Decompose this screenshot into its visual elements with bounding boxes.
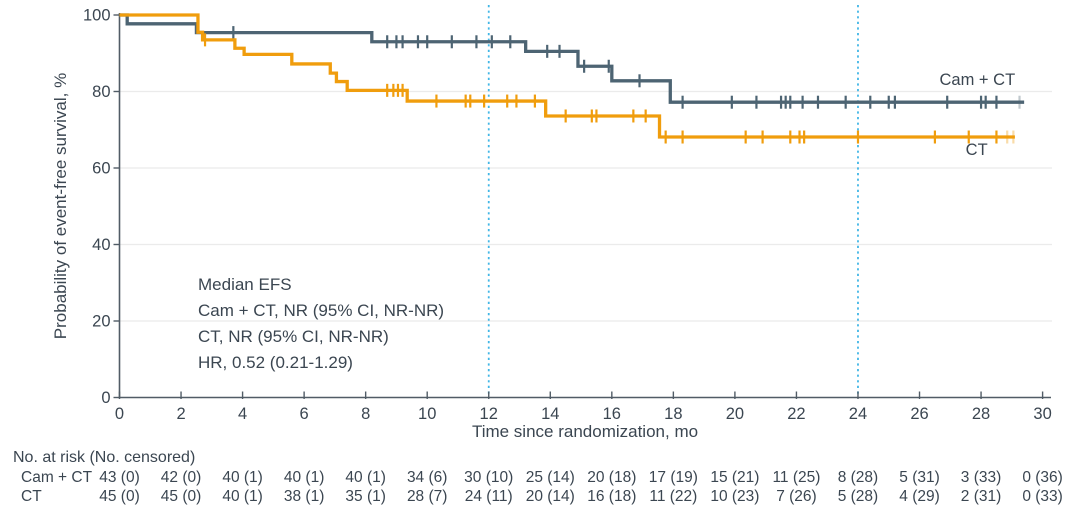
x-tick-label: 14 bbox=[541, 405, 559, 423]
risk-value: 24 (11) bbox=[464, 487, 513, 505]
risk-value: 16 (18) bbox=[587, 487, 637, 505]
x-tick-label: 6 bbox=[300, 405, 309, 423]
risk-value: 20 (18) bbox=[587, 469, 637, 486]
risk-value: 0 (33) bbox=[1022, 487, 1063, 505]
risk-value: 10 (23) bbox=[710, 487, 760, 505]
km-curve-ct bbox=[119, 13, 1015, 139]
x-tick-label: 20 bbox=[726, 405, 744, 423]
risk-value: 40 (1) bbox=[345, 469, 386, 486]
x-tick-label: 30 bbox=[1033, 405, 1051, 423]
risk-table-header: No. at risk (No. censored) bbox=[13, 449, 196, 466]
x-tick-label: 8 bbox=[361, 405, 370, 423]
risk-value: 42 (0) bbox=[160, 469, 202, 486]
risk-value: 38 (1) bbox=[283, 487, 325, 505]
risk-value: 15 (21) bbox=[710, 469, 760, 486]
x-tick-label: 24 bbox=[849, 405, 867, 423]
risk-row-label: Cam + CT bbox=[21, 469, 93, 486]
risk-value: 7 (26) bbox=[776, 487, 817, 505]
x-tick-label: 2 bbox=[176, 405, 185, 423]
risk-value: 5 (31) bbox=[899, 469, 940, 486]
x-tick-label: 28 bbox=[972, 405, 990, 423]
y-tick-label: 40 bbox=[92, 236, 110, 254]
x-tick-label: 0 bbox=[115, 405, 124, 423]
risk-value: 11 (25) bbox=[772, 469, 821, 486]
risk-value: 34 (6) bbox=[406, 469, 448, 486]
y-tick-label: 100 bbox=[83, 7, 111, 25]
x-tick-label: 16 bbox=[603, 405, 621, 423]
x-tick-label: 12 bbox=[480, 405, 498, 423]
annotation-line: Median EFS bbox=[198, 275, 292, 294]
y-axis-title: Probability of event-free survival, % bbox=[51, 73, 70, 339]
risk-value: 11 (22) bbox=[649, 487, 698, 505]
y-tick-label: 20 bbox=[92, 313, 110, 331]
risk-value: 8 (28) bbox=[837, 469, 879, 486]
risk-value: 45 (0) bbox=[99, 487, 140, 505]
annotation-line: Cam + CT, NR (95% CI, NR-NR) bbox=[198, 301, 445, 320]
median-efs-annotation: Median EFS Cam + CT, NR (95% CI, NR-NR) CT… bbox=[198, 272, 444, 376]
risk-value: 28 (7) bbox=[406, 487, 448, 505]
risk-value: 35 (1) bbox=[345, 487, 386, 505]
risk-value: 40 (1) bbox=[222, 487, 263, 505]
risk-value: 3 (33) bbox=[960, 469, 1002, 486]
risk-row-label: CT bbox=[21, 487, 42, 505]
y-tick-label: 0 bbox=[101, 389, 110, 407]
x-tick-label: 4 bbox=[238, 405, 247, 423]
annotation-line: HR, 0.52 (0.21-1.29) bbox=[198, 353, 353, 372]
risk-value: 20 (14) bbox=[525, 487, 575, 505]
y-tick-label: 80 bbox=[92, 83, 110, 101]
y-tick-label: 60 bbox=[92, 160, 110, 178]
risk-table-row: CT 45 (0) 45 (0) 40 (1) 38 (1) 35 (1) 28 (7) 24… bbox=[0, 488, 1080, 506]
km-curve-cam-ct bbox=[119, 13, 1025, 104]
x-tick-label: 10 bbox=[418, 405, 436, 423]
risk-value: 40 (1) bbox=[222, 469, 263, 486]
x-axis-title: Time since randomization, mo bbox=[472, 422, 698, 441]
risk-value: 4 (29) bbox=[899, 487, 940, 505]
risk-value: 17 (19) bbox=[648, 469, 698, 486]
risk-value: 43 (0) bbox=[99, 469, 140, 486]
risk-value: 0 (36) bbox=[1022, 469, 1063, 486]
x-tick-label: 22 bbox=[787, 405, 805, 423]
risk-value: 25 (14) bbox=[525, 469, 575, 486]
series-label-cam-ct: Cam + CT bbox=[940, 71, 1016, 89]
risk-value: 40 (1) bbox=[283, 469, 325, 486]
km-chart-svg: 0 2 4 6 8 10 12 14 16 18 20 22 24 26 28 30020406080100C… bbox=[51, 5, 1052, 441]
risk-value: 2 (31) bbox=[960, 487, 1002, 505]
risk-value: 30 (10) bbox=[464, 469, 514, 486]
risk-value: 45 (0) bbox=[160, 487, 202, 505]
risk-table-row: Cam + CT 43 (0) 42 (0) 40 (1) 40 (1) 40 (1) 34… bbox=[0, 469, 1080, 487]
x-tick-label: 18 bbox=[664, 405, 682, 423]
risk-value: 5 (28) bbox=[837, 487, 879, 505]
annotation-line: CT, NR (95% CI, NR-NR) bbox=[198, 327, 389, 346]
x-tick-label: 26 bbox=[910, 405, 928, 423]
series-label-ct: CT bbox=[966, 141, 988, 159]
